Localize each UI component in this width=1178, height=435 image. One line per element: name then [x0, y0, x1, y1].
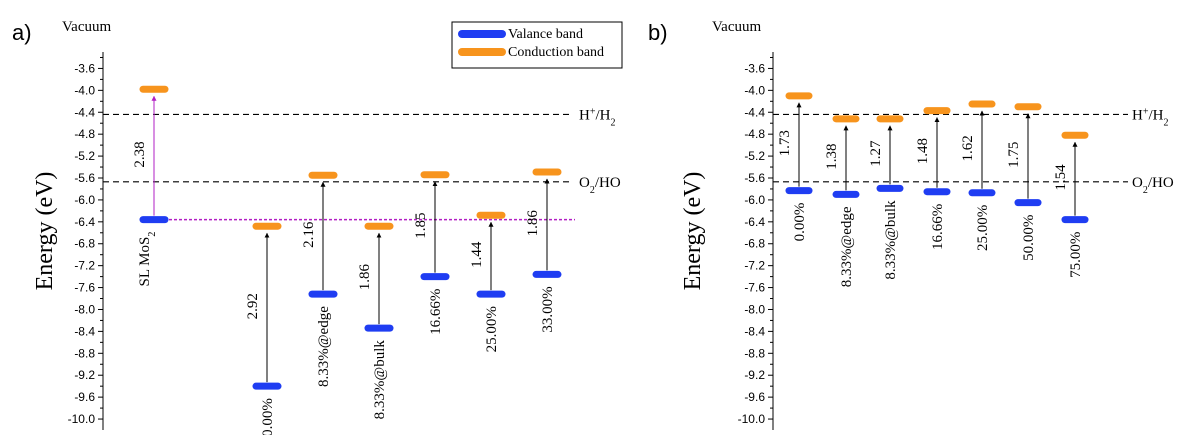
legend: Valance band Conduction band: [451, 21, 623, 69]
band-gap-label: 1.38: [824, 144, 840, 170]
series-column: 1.27 8.33%@bulk: [868, 115, 904, 280]
y-tick-label: -7.6: [74, 281, 95, 295]
legend-box: [451, 21, 623, 69]
y-tick-label: -4.0: [744, 83, 765, 97]
composition-label: 25.00%: [975, 205, 991, 251]
legend-entry: Valance band: [508, 27, 583, 42]
panel-b: b) Vacuum -3.6 -4.0 -4.4 -4.8 -5.2 -5.6 -6.0 -6.4…: [648, 19, 1174, 430]
series-column: 1.86 33.00%: [525, 168, 562, 333]
composition-label: 16.66%: [428, 289, 444, 335]
y-tick-label: -8.0: [744, 302, 765, 316]
y-tick-label: -8.4: [74, 324, 95, 338]
y-tick-label: -3.6: [744, 61, 765, 75]
band-gap-label: 1.86: [525, 210, 541, 237]
composition-label: 75.00%: [1068, 232, 1084, 278]
band-gap-label: 1.44: [469, 241, 485, 268]
series-column: 1.75 50.00%: [1006, 103, 1042, 261]
y-tick-label: -6.4: [744, 215, 765, 229]
y-tick-label: -10.0: [68, 412, 96, 426]
reference-line-label: O2/HO: [1132, 175, 1174, 196]
band-gap-label: 2.16: [301, 221, 317, 248]
series-column: 2.16 8.33%@edge: [301, 171, 338, 387]
band-gap-label: 1.75: [1006, 142, 1022, 168]
series-column: 2.38 SL MoS2: [132, 85, 169, 287]
y-tick-label: -5.2: [74, 149, 95, 163]
y-tick-label: -8.0: [74, 302, 95, 316]
series-column: 1.38 8.33%@edge: [824, 115, 860, 287]
composition-label: SL MoS2: [137, 232, 158, 287]
legend-entry: Conduction band: [508, 45, 604, 60]
y-tick-label: -9.2: [74, 368, 95, 382]
series-column: 1.44 25.00%: [469, 211, 506, 352]
band-gap-label: 1.27: [868, 140, 884, 167]
composition-label: 33.00%: [540, 286, 556, 332]
y-tick-label: -8.8: [74, 346, 95, 360]
y-tick-label: -9.6: [744, 390, 765, 404]
y-axis-label: Energy (eV): [32, 172, 58, 291]
composition-label: 0.00%: [260, 398, 276, 435]
panel-letter: b): [648, 20, 668, 45]
band-gap-label: 2.92: [245, 293, 261, 319]
series-column: 1.73 0.00%: [777, 92, 813, 242]
band-gap-label: 1.85: [413, 213, 429, 239]
y-tick-label: -4.8: [74, 127, 95, 141]
y-axis-label: Energy (eV): [680, 172, 706, 291]
series-column: 1.86 8.33%@bulk: [357, 222, 394, 420]
vacuum-label: Vacuum: [712, 19, 761, 35]
composition-label: 0.00%: [792, 203, 808, 242]
series-column: 1.85 16.66%: [413, 171, 450, 335]
reference-line-label: O2/HO: [579, 175, 621, 196]
band-gap-label: 1.48: [915, 138, 931, 164]
y-tick-label: -7.2: [74, 259, 95, 273]
composition-label: 25.00%: [484, 306, 500, 352]
y-tick-label: -6.8: [744, 237, 765, 251]
series-column: 1.48 16.66%: [915, 107, 951, 250]
band-gap-label: 2.38: [132, 141, 148, 167]
composition-label: 16.66%: [930, 204, 946, 250]
y-tick-label: -4.4: [74, 105, 95, 119]
panel-a: a) Vacuum -3.6 -4.0 -4.4 -4.8 -5.2 -5.6 -6.0 -6.4…: [12, 19, 623, 435]
band-gap-label: 1.54: [1053, 164, 1069, 191]
y-tick-label: -6.0: [744, 193, 765, 207]
y-tick-label: -5.2: [744, 149, 765, 163]
band-gap-label: 1.86: [357, 264, 373, 291]
y-tick-label: -4.4: [744, 105, 765, 119]
band-gap-label: 1.62: [960, 135, 976, 161]
y-tick-label: -8.4: [744, 324, 765, 338]
y-tick-label: -7.6: [744, 281, 765, 295]
y-tick-label: -3.6: [74, 61, 95, 75]
y-tick-label: -6.4: [74, 215, 95, 229]
y-tick-label: -8.8: [744, 346, 765, 360]
series-column: 2.92 0.00%: [245, 222, 282, 435]
y-tick-label: -9.2: [744, 368, 765, 382]
series-column: 1.62 25.00%: [960, 100, 996, 251]
y-tick-label: -5.6: [74, 171, 95, 185]
reference-line-label: H+/H2: [1132, 106, 1168, 128]
y-tick-label: -4.0: [74, 83, 95, 97]
y-tick-label: -6.8: [74, 237, 95, 251]
y-tick-label: -6.0: [74, 193, 95, 207]
composition-label: 8.33%@bulk: [372, 340, 388, 420]
y-tick-label: -10.0: [738, 412, 766, 426]
panel-letter: a): [12, 20, 32, 45]
y-tick-label: -7.2: [744, 259, 765, 273]
reference-line-label: H+/H2: [579, 106, 615, 128]
composition-label: 8.33%@edge: [316, 306, 332, 387]
band-gap-label: 1.73: [777, 130, 793, 156]
vacuum-label: Vacuum: [62, 19, 111, 35]
composition-label: 50.00%: [1021, 215, 1037, 261]
y-tick-label: -9.6: [74, 390, 95, 404]
composition-label: 8.33%@bulk: [883, 200, 899, 280]
series-column: 1.54 75.00%: [1053, 131, 1089, 278]
composition-label: 8.33%@edge: [839, 206, 855, 287]
y-tick-label: -5.6: [744, 171, 765, 185]
y-tick-label: -4.8: [744, 127, 765, 141]
